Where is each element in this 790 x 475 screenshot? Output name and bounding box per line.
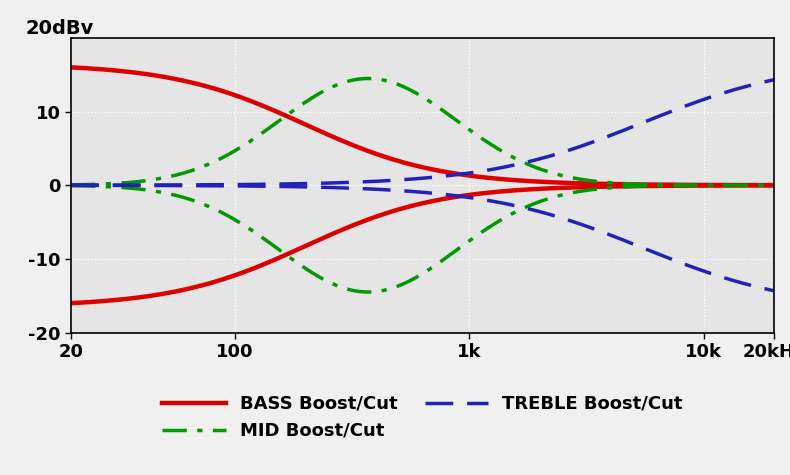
Text: 20dBv: 20dBv — [25, 19, 94, 38]
Legend: BASS Boost/Cut, MID Boost/Cut, TREBLE Boost/Cut: BASS Boost/Cut, MID Boost/Cut, TREBLE Bo… — [155, 388, 690, 447]
